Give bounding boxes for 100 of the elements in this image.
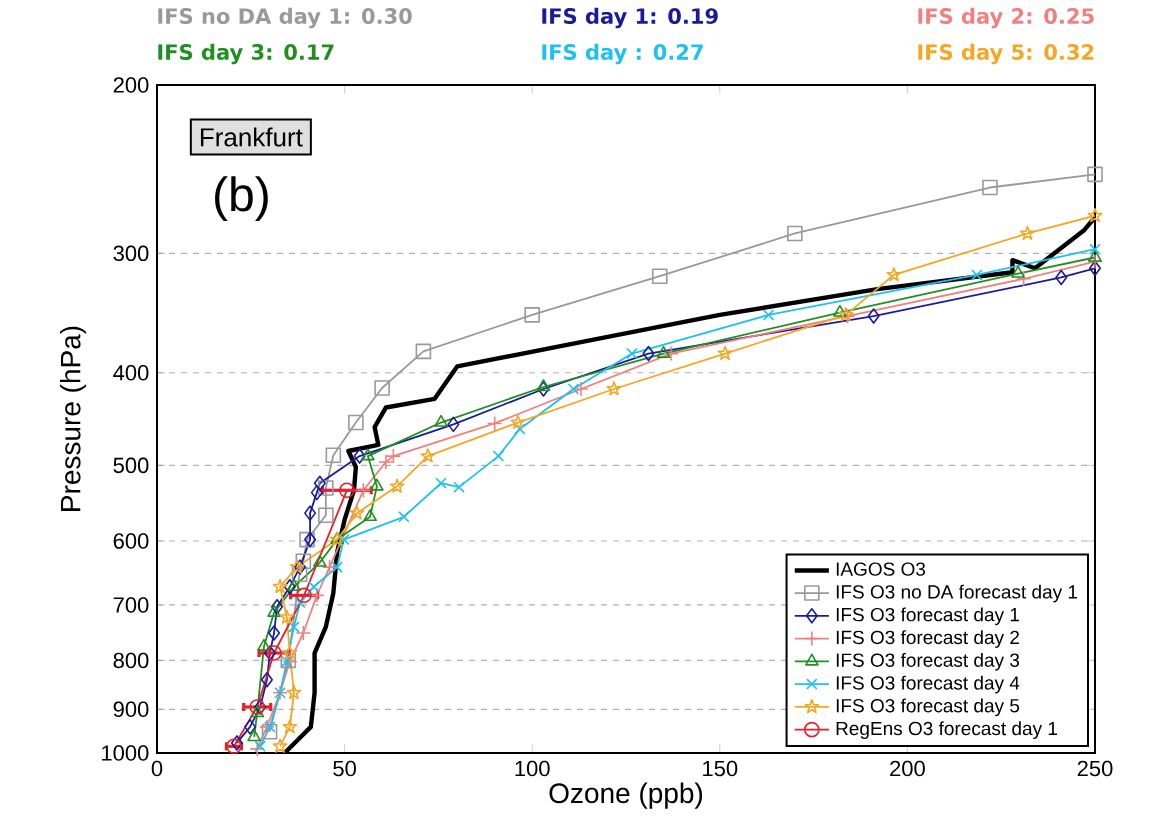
- point: [1020, 225, 1035, 240]
- x-tick-label: 250: [1077, 760, 1113, 777]
- point: [283, 578, 296, 595]
- point: [226, 738, 242, 755]
- y-tick-label: 300: [113, 245, 149, 262]
- x-tick-label: 0: [151, 760, 163, 777]
- point: [982, 179, 998, 196]
- point: [1015, 270, 1032, 287]
- point: [244, 719, 257, 735]
- text: IFS day 3: 0.17: [158, 43, 334, 65]
- point: [339, 482, 355, 499]
- point: [257, 638, 271, 651]
- point: [389, 478, 405, 493]
- point: [312, 554, 327, 567]
- point: [254, 740, 266, 753]
- point: [272, 738, 288, 753]
- point: [787, 225, 803, 242]
- point: [291, 566, 308, 583]
- point: [1087, 207, 1103, 223]
- point: [1088, 249, 1102, 262]
- point: [573, 381, 589, 397]
- point: [651, 268, 668, 284]
- point: [309, 587, 325, 604]
- point: [267, 604, 281, 617]
- point: [363, 508, 377, 522]
- point: [1087, 166, 1103, 183]
- point: [1089, 243, 1101, 255]
- point: [230, 735, 243, 751]
- y-axis-title: Pressure (hPa): [59, 326, 87, 511]
- point: [370, 478, 384, 491]
- legend-label: IFS O3 no DA forecast day 1: [836, 584, 1078, 603]
- point: [567, 383, 580, 395]
- point: [279, 609, 295, 624]
- y-tick-label: 1000: [102, 745, 149, 761]
- point: [606, 381, 622, 396]
- point: [398, 511, 410, 523]
- point: [250, 705, 265, 718]
- point: [420, 448, 436, 463]
- point: [260, 671, 273, 688]
- point: [304, 505, 317, 521]
- y-tick-label: 900: [113, 701, 149, 718]
- y-tick-label: 500: [113, 457, 149, 474]
- point: [355, 482, 372, 499]
- point: [338, 533, 350, 546]
- point: [266, 645, 282, 661]
- point: [447, 416, 460, 433]
- point: [263, 645, 276, 661]
- point: [254, 699, 267, 715]
- point: [294, 596, 306, 609]
- point: [435, 477, 447, 489]
- legend-label: IFS O3 forecast day 2: [836, 630, 1019, 648]
- point: [289, 559, 305, 574]
- point: [331, 561, 343, 573]
- point: [833, 304, 847, 317]
- legend-label: IAGOS O3: [836, 562, 926, 576]
- point: [886, 267, 902, 282]
- point: [249, 741, 265, 757]
- point: [310, 484, 323, 501]
- legend-label: IFS O3 forecast day 4: [836, 675, 1020, 694]
- point: [353, 448, 366, 464]
- point: [642, 345, 655, 362]
- point: [385, 448, 402, 464]
- annotation: Frankfurt: [200, 127, 303, 147]
- point: [971, 269, 983, 281]
- annotation: (b): [215, 176, 268, 221]
- point: [293, 559, 306, 575]
- legend-label: IFS O3 forecast day 3: [836, 652, 1020, 671]
- x-tick-label: 100: [515, 760, 550, 777]
- point: [536, 379, 551, 392]
- x-tick-label: 200: [890, 760, 925, 777]
- point: [717, 345, 733, 361]
- point: [295, 553, 312, 570]
- point: [378, 454, 394, 470]
- legend-label: IFS O3 forecast day 5: [836, 698, 1020, 717]
- point: [286, 685, 302, 700]
- point: [1011, 265, 1025, 278]
- point: [264, 721, 276, 733]
- point: [261, 723, 278, 740]
- x-tick-label: 150: [703, 760, 738, 777]
- point: [295, 625, 312, 641]
- text: IFS day 5: 0.32: [918, 43, 1094, 65]
- point: [247, 729, 262, 742]
- x-axis-title: Ozone (ppb): [549, 782, 703, 809]
- point: [299, 531, 315, 548]
- point: [272, 578, 288, 594]
- legend-label: RegEns O3 forecast day 1: [836, 721, 1057, 739]
- point: [361, 448, 375, 461]
- y-tick-label: 600: [113, 533, 149, 549]
- point: [249, 699, 265, 715]
- point: [486, 415, 503, 432]
- point: [1055, 269, 1068, 286]
- point: [349, 505, 365, 520]
- point: [318, 507, 334, 524]
- x-tick-label: 50: [333, 760, 356, 777]
- point: [325, 447, 342, 464]
- point: [304, 531, 317, 548]
- text: IFS day 2: 0.25: [918, 7, 1094, 29]
- point: [321, 559, 338, 575]
- point: [762, 309, 775, 321]
- point: [867, 308, 880, 324]
